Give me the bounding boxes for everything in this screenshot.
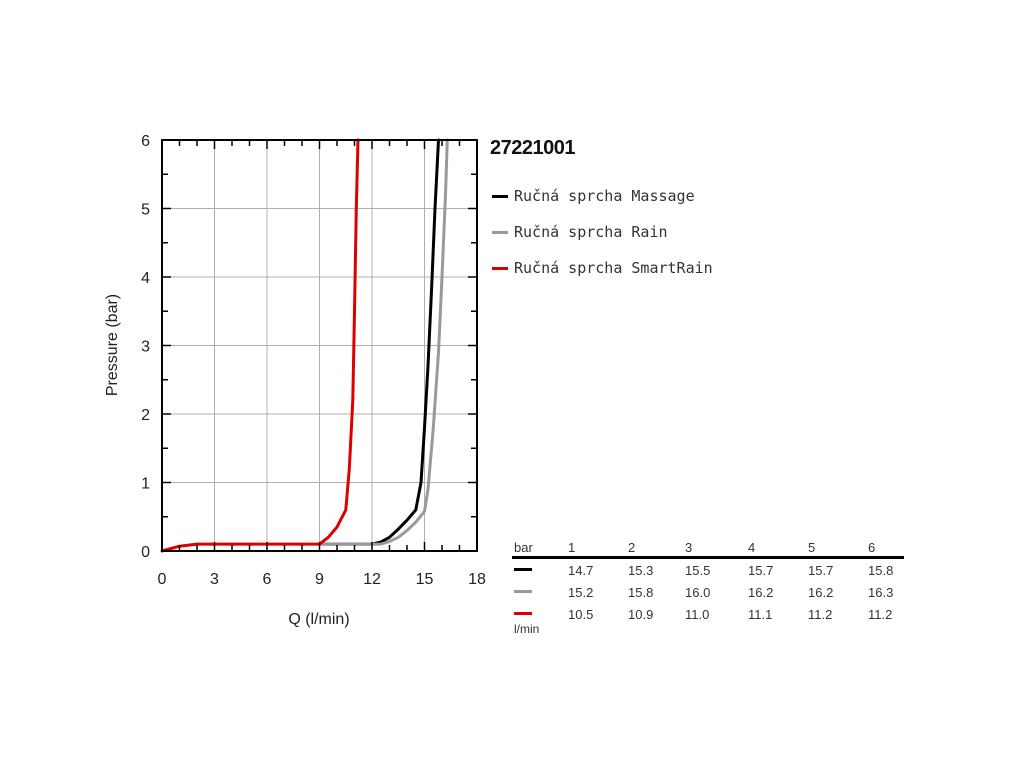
legend-swatch-smartrain bbox=[492, 267, 508, 270]
flow-table: bar 1 2 3 4 5 6 14.7 15.3 15.5 15.7 15.7… bbox=[512, 540, 904, 636]
y-tick-label: 5 bbox=[141, 202, 150, 219]
x-tick-label: 9 bbox=[315, 571, 324, 588]
series-line-massage bbox=[318, 138, 440, 546]
table-cell: 15.8 bbox=[628, 585, 654, 600]
series-line-rain bbox=[318, 138, 449, 546]
x-tick-label: 6 bbox=[263, 571, 272, 588]
flow-unit: l/min bbox=[514, 622, 540, 636]
table-cell: 11.2 bbox=[868, 607, 893, 622]
table-cell: 10.5 bbox=[568, 607, 594, 622]
legend-label: Ručná sprcha Massage bbox=[514, 187, 695, 205]
table-row-rain: 15.2 15.8 16.0 16.2 16.2 16.3 bbox=[512, 581, 904, 603]
table-column-header: 3 bbox=[685, 540, 693, 555]
y-tick-label: 4 bbox=[141, 270, 150, 287]
legend-label: Ručná sprcha Rain bbox=[514, 223, 668, 241]
table-cell: 15.8 bbox=[868, 563, 894, 578]
y-tick-label: 2 bbox=[141, 407, 150, 424]
legend-swatch-rain bbox=[492, 231, 508, 234]
table-column-header: 1 bbox=[568, 540, 576, 555]
series-line-smartrain bbox=[160, 138, 360, 553]
table-cell: 11.2 bbox=[808, 607, 833, 622]
y-tick-label: 0 bbox=[141, 544, 150, 561]
table-cell: 16.2 bbox=[808, 585, 834, 600]
table-cell: 16.0 bbox=[685, 585, 711, 600]
chart-title: 27221001 bbox=[490, 137, 575, 159]
table-cell: 16.3 bbox=[868, 585, 894, 600]
table-column-header: 5 bbox=[808, 540, 816, 555]
table-cell: 15.2 bbox=[568, 585, 594, 600]
pressure-unit: bar bbox=[514, 540, 533, 555]
x-tick-label: 12 bbox=[363, 571, 381, 588]
flow-table-header: bar 1 2 3 4 5 6 bbox=[512, 540, 904, 559]
table-row-massage: 14.7 15.3 15.5 15.7 15.7 15.8 bbox=[512, 559, 904, 581]
table-cell: 15.3 bbox=[628, 563, 654, 578]
table-column-header: 6 bbox=[868, 540, 876, 555]
x-tick-label: 18 bbox=[468, 571, 486, 588]
table-cell: 14.7 bbox=[568, 563, 594, 578]
legend-swatch-massage bbox=[492, 195, 508, 198]
table-cell: 11.1 bbox=[748, 607, 773, 622]
y-tick-label: 6 bbox=[141, 133, 150, 150]
legend-label: Ručná sprcha SmartRain bbox=[514, 259, 713, 277]
row-swatch-smartrain bbox=[514, 612, 532, 615]
table-row-smartrain: 10.5 10.9 11.0 11.1 11.2 11.2 bbox=[512, 603, 904, 625]
table-cell: 15.7 bbox=[808, 563, 834, 578]
y-tick-label: 3 bbox=[141, 339, 150, 356]
row-swatch-rain bbox=[514, 590, 532, 593]
y-tick-label: 1 bbox=[141, 476, 150, 493]
x-tick-label: 15 bbox=[416, 571, 434, 588]
table-cell: 15.7 bbox=[748, 563, 774, 578]
table-column-header: 2 bbox=[628, 540, 636, 555]
x-axis-label: Q (l/min) bbox=[288, 611, 349, 628]
table-cell: 11.0 bbox=[685, 607, 710, 622]
table-column-header: 4 bbox=[748, 540, 756, 555]
chart-ticks bbox=[161, 139, 478, 552]
y-axis-label: Pressure (bar) bbox=[104, 294, 121, 396]
row-swatch-massage bbox=[514, 568, 532, 571]
x-tick-label: 0 bbox=[158, 571, 167, 588]
x-tick-label: 3 bbox=[210, 571, 219, 588]
table-cell: 10.9 bbox=[628, 607, 654, 622]
table-cell: 15.5 bbox=[685, 563, 711, 578]
chart-series bbox=[160, 138, 449, 553]
table-cell: 16.2 bbox=[748, 585, 774, 600]
